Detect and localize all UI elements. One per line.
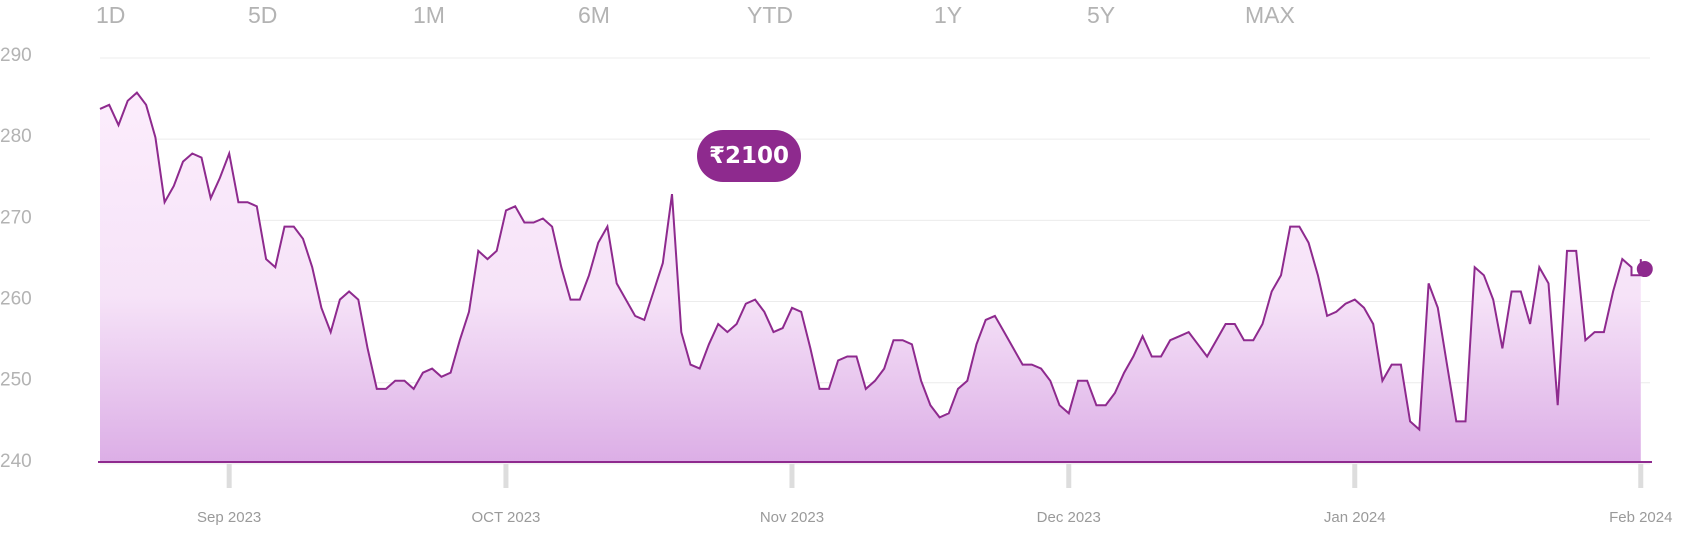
range-tab-1y[interactable]: 1Y [934,2,963,28]
price-tooltip: ₹2100 [697,130,801,182]
x-tick-label: Feb 2024 [1609,509,1672,526]
x-tick-label: Nov 2023 [760,509,824,526]
range-tab-1m[interactable]: 1M [413,2,445,28]
range-tab-ytd[interactable]: YTD [747,2,793,28]
y-tick-label: 260 [0,289,32,310]
x-tick-label: OCT 2023 [471,509,540,526]
price-area-fill [100,92,1641,462]
x-tick-label: Dec 2023 [1037,509,1101,526]
current-price-marker[interactable] [1636,261,1653,278]
range-selector: 1D 5D 1M 6M YTD 1Y 5Y MAX [0,0,1696,34]
y-tick-label: 280 [0,126,32,147]
range-tab-max[interactable]: MAX [1245,2,1295,28]
range-tab-6m[interactable]: 6M [578,2,610,28]
y-tick-label: 250 [0,370,32,391]
y-tick-label: 240 [0,451,32,472]
x-tick-label: Jan 2024 [1324,509,1386,526]
price-line [99,91,1642,432]
range-tab-5d[interactable]: 5D [248,2,278,28]
range-tab-1d[interactable]: 1D [96,2,126,28]
y-tick-label: 270 [0,207,32,228]
y-tick-label: 290 [0,45,32,66]
x-tick-label: Sep 2023 [197,509,261,526]
range-tab-5y[interactable]: 5Y [1087,2,1116,28]
